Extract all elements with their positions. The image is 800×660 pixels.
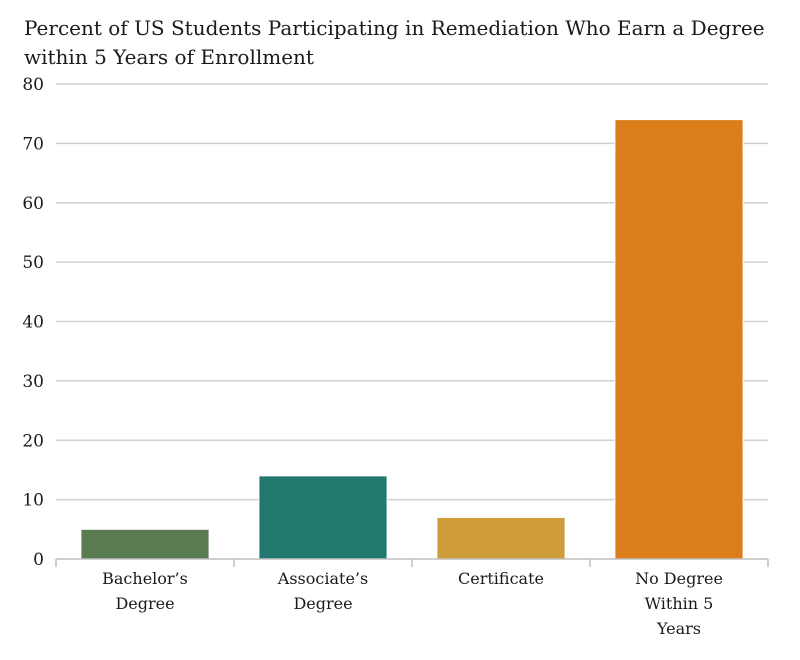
x-tick-label: Bachelor’s Degree	[102, 569, 188, 613]
y-tick-label: 20	[22, 431, 44, 451]
y-tick-label: 70	[22, 134, 44, 154]
x-tick-label-line: Associate’s	[277, 569, 368, 588]
y-tick-label: 80	[22, 75, 44, 95]
bar	[614, 119, 744, 560]
bar	[258, 475, 388, 560]
y-tick-label: 40	[22, 313, 44, 333]
bar	[436, 516, 566, 560]
x-axis-labels: Bachelor’s Degree Associate’s Degree Certifi…	[102, 569, 723, 638]
y-tick-label: 30	[22, 372, 44, 392]
bars	[80, 119, 744, 560]
x-tick-label-line: Bachelor’s	[102, 569, 188, 588]
x-tick-label-line: Degree	[115, 594, 174, 613]
y-tick-label: 60	[22, 194, 44, 214]
x-tick-label: Certificate	[458, 569, 544, 588]
x-tick-label-line: Within 5	[645, 594, 714, 613]
y-tick-label: 50	[22, 253, 44, 273]
x-tick-label-line: Degree	[293, 594, 352, 613]
x-tick-label-line: No Degree	[635, 569, 723, 588]
x-axis	[55, 558, 769, 567]
x-tick-label-line: Certificate	[458, 569, 544, 588]
y-tick-label: 0	[33, 550, 44, 570]
y-axis-ticks: 0 10 20 30 40 50 60 70 80	[22, 75, 44, 570]
chart-title: Percent of US Students Participating in …	[24, 16, 765, 69]
bar	[80, 528, 210, 560]
y-tick-label: 10	[22, 491, 44, 511]
x-tick-label-line: Years	[656, 619, 701, 638]
x-tick-label: No Degree Within 5 Years	[635, 569, 723, 638]
x-tick-label: Associate’s Degree	[277, 569, 368, 613]
